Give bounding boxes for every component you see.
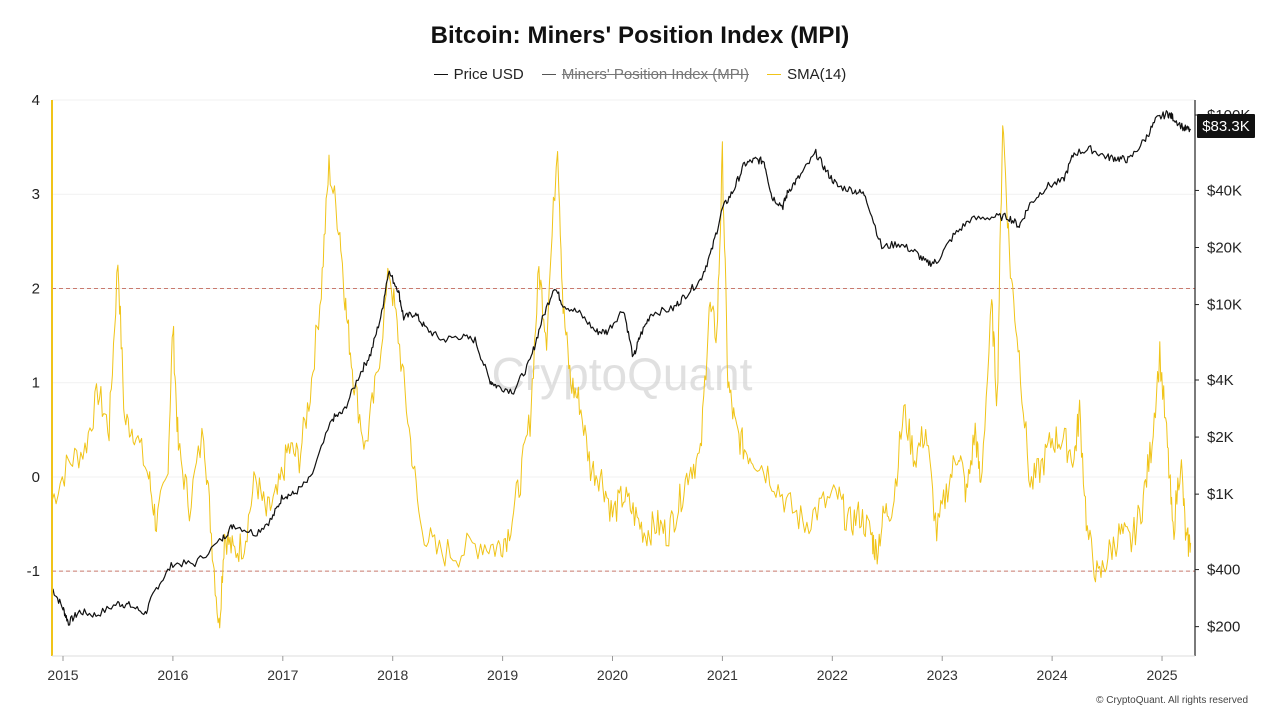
legend: Price USD Miners' Position Index (MPI) S… — [0, 62, 1280, 83]
y-left-tick-label: 2 — [32, 280, 40, 297]
price-badge-text: $83.3K — [1202, 118, 1250, 135]
y-right-tick-label: $20K — [1207, 240, 1242, 257]
copyright: © CryptoQuant. All rights reserved — [1096, 695, 1248, 706]
price-badge-bg — [1197, 114, 1255, 139]
y-right-tick-label: $10K — [1207, 297, 1242, 314]
x-tick-label: 2022 — [817, 667, 848, 683]
legend-label-sma: SMA(14) — [787, 66, 847, 83]
legend-swatch-price — [433, 74, 448, 75]
y-left-tick-label: 3 — [32, 186, 40, 203]
x-tick-label: 2024 — [1037, 667, 1068, 683]
legend-item-sma[interactable]: SMA(14) — [767, 66, 846, 83]
legend-label-price: Price USD — [453, 66, 524, 83]
y-right-tick-label: $400 — [1207, 562, 1240, 579]
x-tick-label: 2020 — [597, 667, 628, 683]
legend-swatch-mpi — [541, 74, 556, 75]
x-tick-label: 2023 — [927, 667, 958, 683]
legend-item-mpi[interactable]: Miners' Position Index (MPI) — [541, 66, 749, 83]
watermark: CryptoQuant — [492, 348, 753, 400]
current-price-badge: $83.3K — [1197, 114, 1255, 139]
legend-swatch-sma — [767, 74, 782, 75]
grid — [52, 99, 1195, 572]
y-right-tick-label: $200 — [1207, 619, 1240, 636]
x-tick-label: 2015 — [47, 667, 78, 683]
x-axis-ticks: 2015 2016 2017 2018 2019 2020 2021 2022 2023 2024… — [47, 656, 1178, 683]
x-tick-label: 2025 — [1146, 667, 1177, 683]
price-series — [51, 110, 1192, 626]
y-left-tick-label: 4 — [32, 92, 40, 109]
y-right-tick-label: $4K — [1207, 372, 1234, 389]
chart-title: Bitcoin: Miners' Position Index (MPI) — [430, 22, 850, 49]
x-tick-label: 2016 — [157, 667, 188, 683]
legend-item-price[interactable]: Price USD — [433, 66, 524, 83]
x-tick-label: 2017 — [267, 667, 298, 683]
y-right-tick-label: $1K — [1207, 486, 1234, 503]
y-right-tick-label: $2K — [1207, 429, 1234, 446]
x-tick-label: 2019 — [487, 667, 518, 683]
price-line — [51, 110, 1192, 626]
legend-label-mpi: Miners' Position Index (MPI) — [561, 66, 749, 83]
y-left-tick-label: -1 — [27, 563, 40, 580]
y-left-tick-label: 0 — [32, 469, 40, 486]
y-axis-left-ticks: 4 3 2 1 0 -1 — [27, 92, 40, 580]
x-tick-label: 2021 — [707, 667, 738, 683]
sma-series — [51, 125, 1192, 629]
x-tick-label: 2018 — [377, 667, 408, 683]
y-right-tick-label: $40K — [1207, 182, 1242, 199]
reference-lines — [52, 287, 1195, 572]
y-axis-right-ticks: $100K$40K$20K$10K$4K$2K$1K$400$200 — [1195, 107, 1250, 636]
sma-line — [51, 125, 1192, 629]
y-left-tick-label: 1 — [32, 375, 40, 392]
axes — [51, 100, 1196, 657]
